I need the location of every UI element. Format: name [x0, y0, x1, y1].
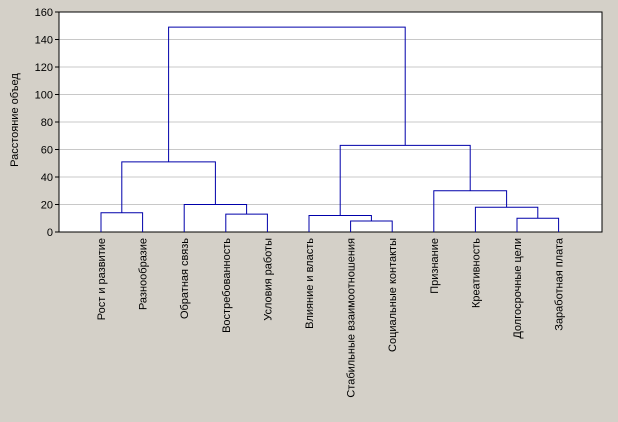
y-tick-label: 40	[41, 172, 53, 184]
y-axis-label: Расстояние объед	[9, 73, 21, 167]
y-tick-label: 160	[35, 7, 53, 19]
y-tick-label: 0	[47, 227, 53, 239]
y-tick-label: 140	[35, 35, 53, 47]
dendrogram-link	[168, 26, 406, 162]
y-tick-label: 100	[35, 90, 53, 102]
y-tick-label: 60	[41, 145, 53, 157]
y-tick-label: 120	[35, 62, 53, 74]
plot-frame	[58, 11, 603, 233]
y-tick-label: 80	[41, 117, 53, 129]
leaf-label: Креативность	[470, 238, 482, 308]
y-tick-label: 20	[41, 200, 53, 212]
leaf-label: Долгосрочные цели	[512, 238, 524, 339]
leaf-label: Влияние и власть	[304, 238, 316, 329]
leaf-label: Стабильные взаимоотношения	[346, 238, 358, 398]
leaf-label: Социальные контакты	[387, 238, 399, 352]
leaf-label: Востребованность	[221, 238, 233, 333]
leaf-label: Заработная плата	[554, 237, 566, 331]
leaf-label: Рост и развитие	[96, 238, 108, 320]
leaf-label: Признание	[429, 238, 441, 294]
leaf-label: Обратная связь	[179, 238, 191, 319]
leaf-label: Разнообразие	[138, 238, 150, 310]
leaf-label: Условия работы	[262, 238, 274, 321]
